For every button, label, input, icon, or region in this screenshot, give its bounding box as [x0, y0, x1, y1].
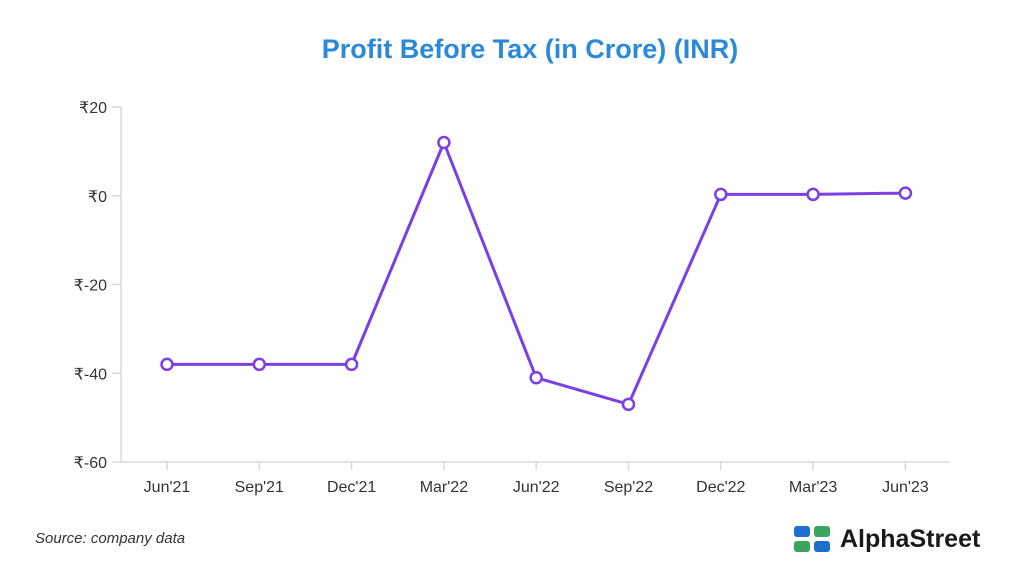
data-point [437, 135, 451, 150]
chart-series [160, 135, 913, 412]
source-note: Source: company data [35, 530, 186, 547]
data-point [898, 186, 913, 200]
chart-axes [120, 107, 950, 463]
y-tick-label: ₹-60 [74, 455, 107, 472]
y-tick-label: ₹-40 [74, 366, 107, 383]
brand-logo: AlphaStreet [794, 522, 980, 556]
y-tick-label: ₹-20 [74, 278, 107, 295]
brand-name: AlphaStreet [840, 524, 981, 553]
series-line [167, 141, 906, 406]
y-tick-label: ₹20 [79, 100, 107, 117]
data-point [806, 187, 820, 202]
x-tick-label: Dec'22 [696, 479, 745, 496]
data-point [344, 357, 359, 372]
x-tick-label: Jun'22 [513, 479, 560, 496]
x-tick-label: Mar'23 [789, 479, 838, 496]
y-tick-label: ₹0 [88, 189, 107, 206]
alphastreet-logo-icon [794, 526, 830, 552]
data-point [714, 187, 728, 202]
y-axis-ticks: ₹20 ₹0 ₹-20 ₹-40 ₹-60 [74, 100, 121, 472]
x-tick-label: Mar'22 [420, 479, 469, 496]
data-point [252, 357, 267, 372]
data-point [621, 397, 636, 412]
data-point [160, 357, 174, 372]
x-tick-label: Sep'21 [235, 479, 284, 496]
data-point [529, 370, 543, 385]
x-axis-ticks: Jun'21 Sep'21 Dec'21 Mar'22 Jun'22 Sep'22 Dec'… [144, 462, 929, 496]
x-tick-label: Jun'21 [144, 479, 191, 496]
x-tick-label: Dec'21 [327, 479, 376, 496]
x-tick-label: Jun'23 [882, 479, 929, 496]
chart-title: Profit Before Tax (in Crore) (INR) [321, 34, 739, 64]
x-tick-label: Sep'22 [604, 479, 653, 496]
